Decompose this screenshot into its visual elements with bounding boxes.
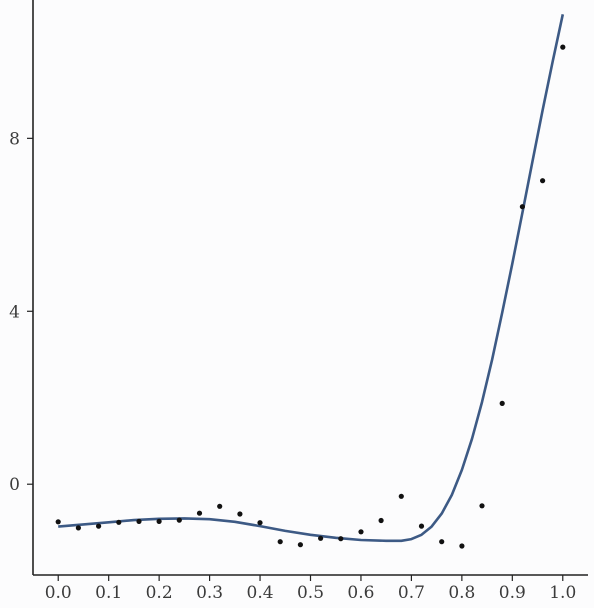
y-tick-label: 8	[9, 129, 20, 149]
x-tick-label: 0.7	[398, 583, 425, 603]
x-tick-label: 0.0	[45, 583, 72, 603]
data-point	[439, 539, 445, 545]
data-point	[540, 178, 546, 184]
data-point	[318, 535, 324, 541]
data-point	[156, 518, 162, 525]
data-point	[459, 543, 465, 549]
data-point	[418, 523, 425, 529]
data-point	[75, 525, 81, 531]
x-tick-label: 1.0	[549, 583, 576, 603]
x-tick-label: 0.9	[499, 583, 526, 603]
data-point	[217, 503, 223, 509]
y-tick-label: 0	[9, 475, 20, 495]
data-point	[257, 520, 263, 526]
data-point	[398, 493, 404, 499]
data-point	[96, 523, 102, 529]
data-point	[55, 519, 61, 525]
x-tick-label: 0.2	[146, 583, 173, 603]
x-tick-label: 0.1	[95, 583, 122, 603]
x-axis-ticks: 0.0 0.1 0.2 0.3 0.4 0.5 0.6 0.7 0.8 0.9 1.0	[45, 575, 576, 603]
data-point	[519, 204, 526, 210]
y-tick-label: 4	[9, 302, 20, 322]
data-point	[237, 511, 243, 517]
data-point	[297, 542, 303, 548]
data-point	[277, 539, 283, 545]
plot-area	[32, 0, 588, 576]
x-tick-label: 0.3	[196, 583, 223, 603]
x-tick-label: 0.5	[297, 583, 324, 603]
fitted-curve-line	[58, 14, 565, 543]
data-point	[560, 44, 566, 50]
data-point	[196, 510, 203, 516]
data-point	[116, 519, 122, 525]
data-point	[479, 503, 485, 509]
data-point	[176, 517, 182, 523]
x-tick-label: 0.4	[247, 583, 274, 603]
data-point	[499, 400, 505, 406]
data-point	[358, 529, 364, 535]
fitted-curve	[58, 14, 565, 543]
x-tick-label: 0.6	[347, 583, 374, 603]
x-tick-label: 0.8	[448, 583, 475, 603]
data-point	[378, 517, 384, 524]
data-points	[55, 44, 566, 549]
data-point	[136, 518, 142, 525]
data-point	[338, 536, 344, 542]
y-axis-ticks: 0 4 8	[9, 129, 33, 495]
